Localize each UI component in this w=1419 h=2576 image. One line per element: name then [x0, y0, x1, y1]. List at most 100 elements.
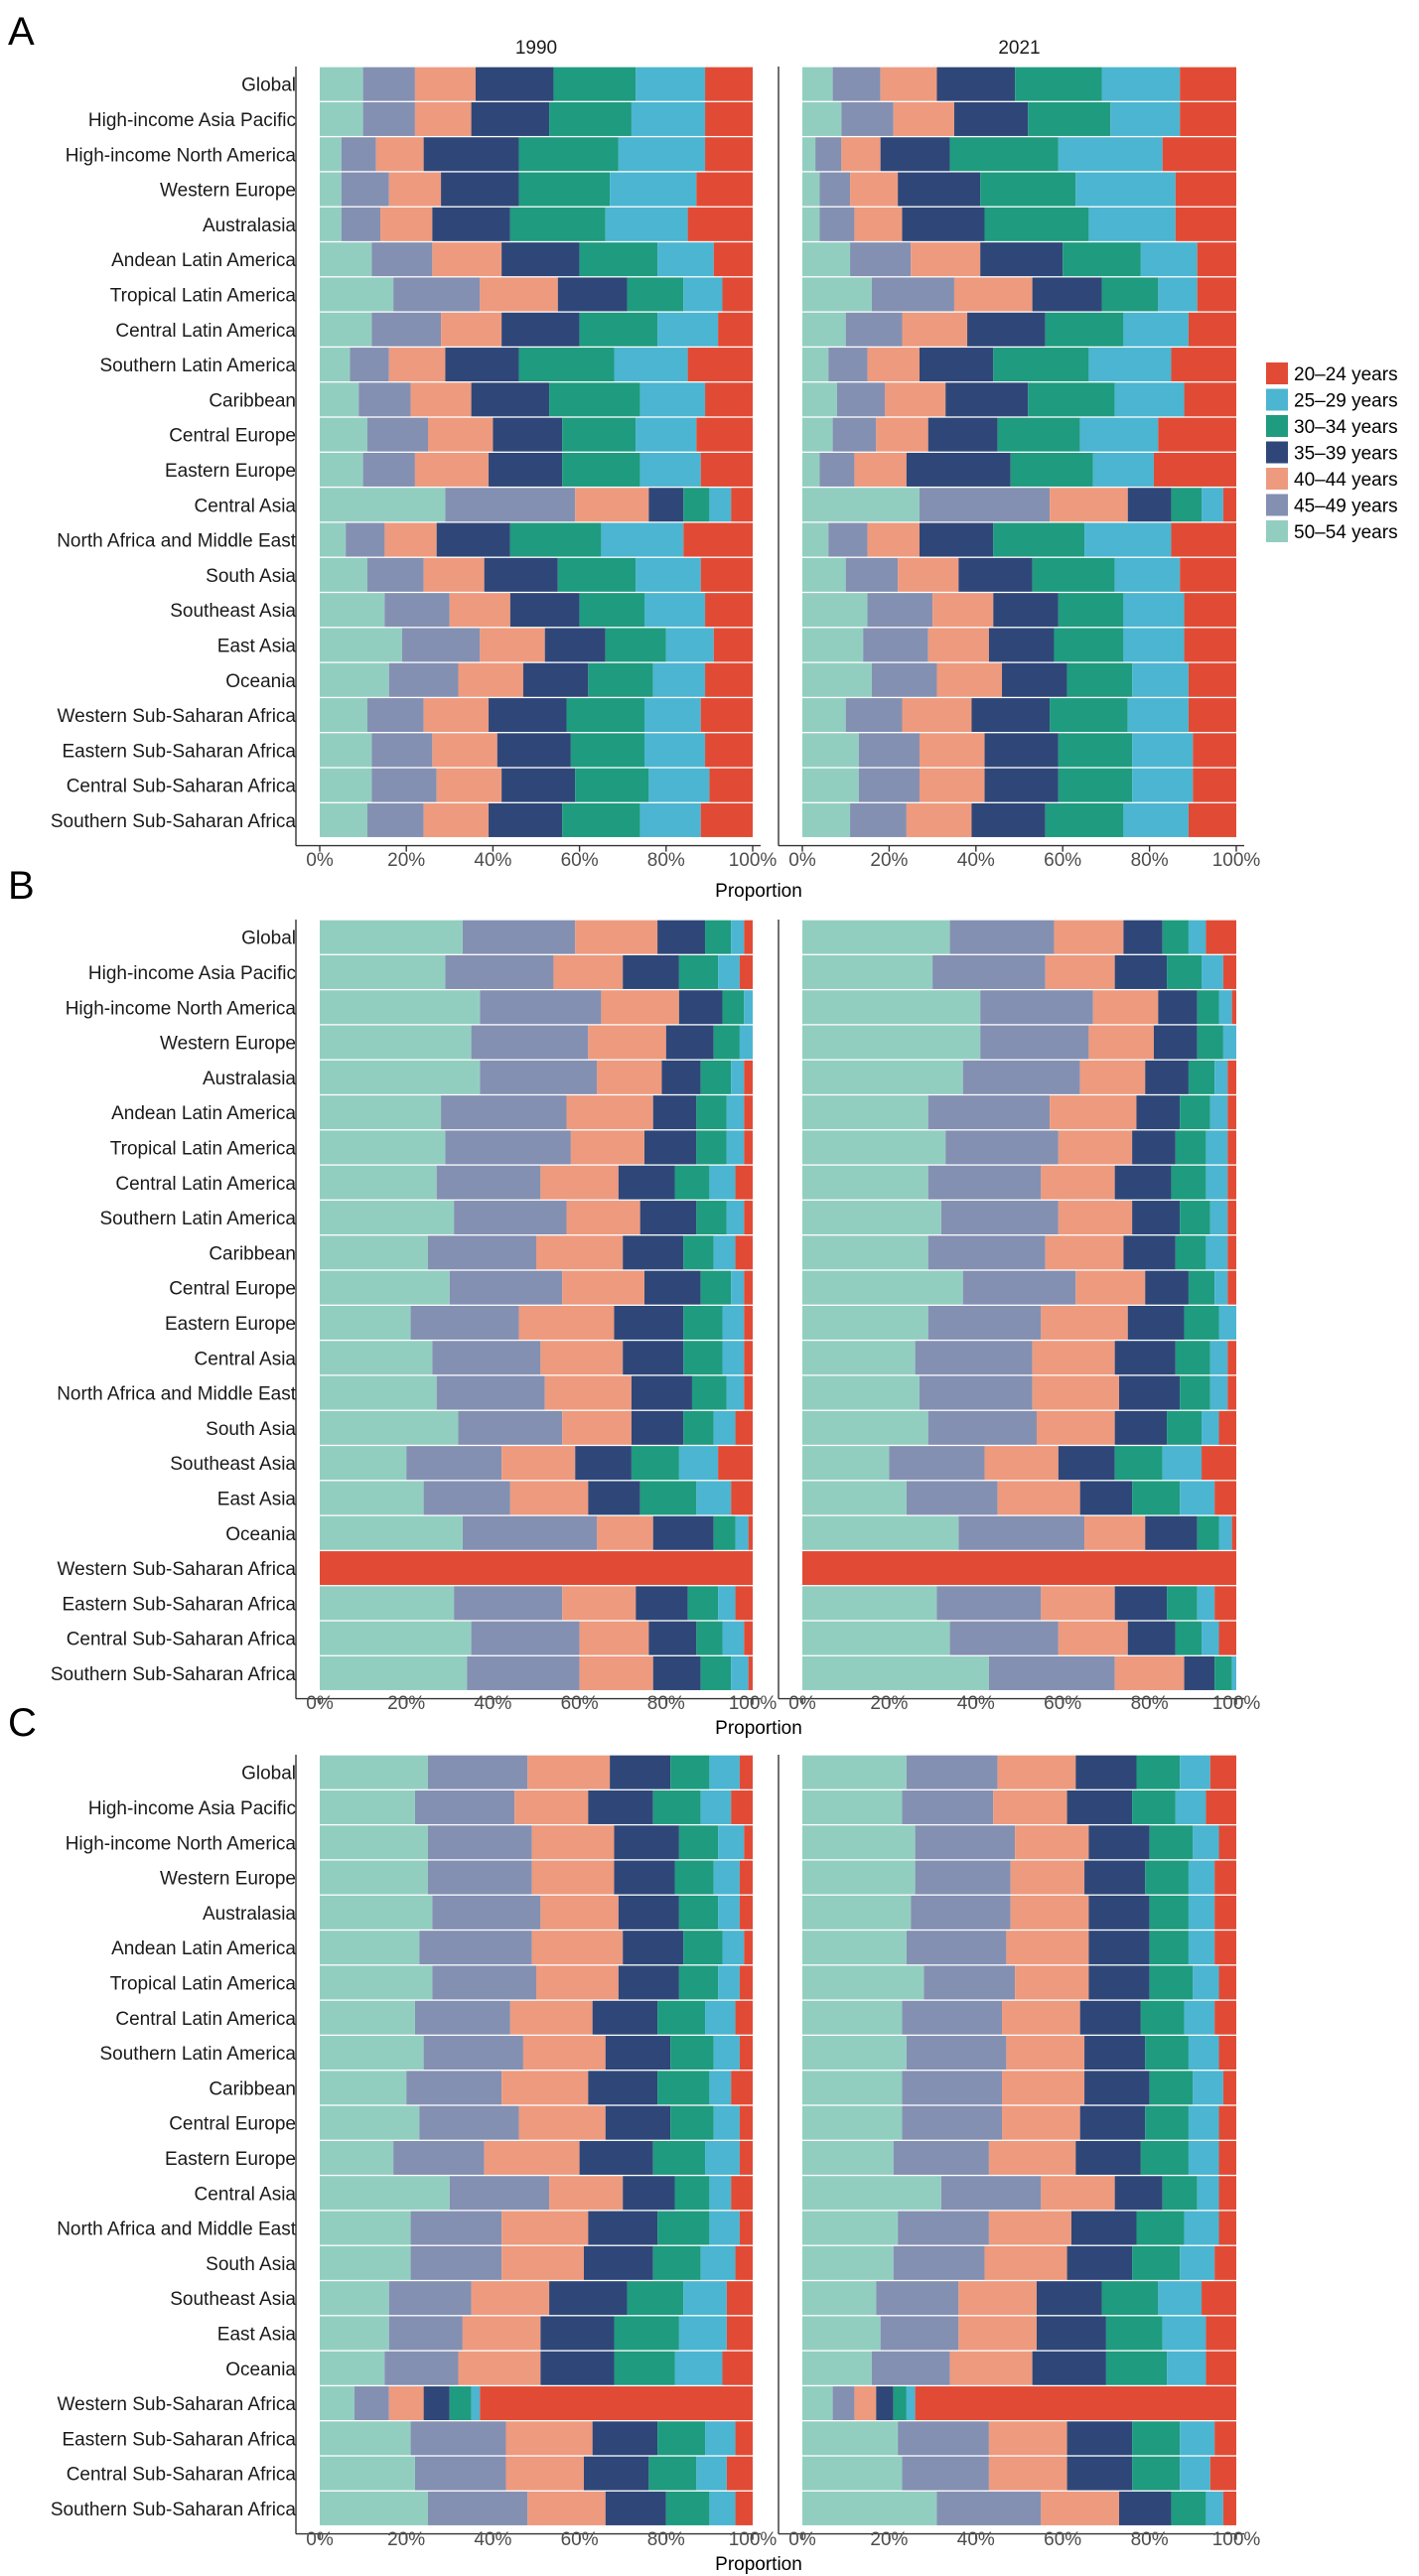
bar-segment [657, 920, 706, 954]
bar-segment [644, 698, 701, 733]
region-label: Central Asia [195, 2184, 297, 2205]
bar-segment [588, 662, 653, 697]
bar-segment [1058, 733, 1133, 768]
bar-segment [744, 1825, 753, 1860]
bar-segment [1227, 1341, 1236, 1375]
bar-segment [953, 101, 1029, 136]
bar-segment [489, 698, 567, 733]
bar-segment [644, 1130, 697, 1165]
bar-segment [610, 172, 697, 207]
bar-segment [562, 452, 640, 487]
bar-segment [320, 1931, 420, 1965]
bar-segment [802, 2105, 903, 2140]
bar-segment [320, 1270, 450, 1305]
bar-segment [696, 1130, 727, 1165]
bar-segment [858, 733, 920, 768]
bar-segment [709, 488, 732, 522]
bar-segment [320, 348, 351, 382]
region-label: Western Sub-Saharan Africa [58, 706, 297, 727]
bar-segment [802, 137, 816, 172]
bar-segment [1136, 1755, 1181, 1789]
bar-segment [320, 1165, 437, 1200]
bar-segment [1180, 67, 1236, 101]
bar-segment [657, 2071, 710, 2105]
bar-segment [802, 954, 933, 989]
bar-segment [713, 1235, 736, 1270]
bar-segment [802, 1201, 941, 1235]
bar-segment [854, 2386, 877, 2421]
bar-segment [320, 2245, 411, 2280]
bar-segment [731, 488, 753, 522]
bar-segment [705, 137, 753, 172]
bar-segment [570, 1130, 644, 1165]
region-label: Tropical Latin America [110, 1138, 297, 1159]
bar-segment [988, 628, 1055, 662]
region-label: Global [241, 75, 296, 96]
bar-segment [902, 312, 968, 347]
bar-segment [902, 698, 972, 733]
bar-segment [927, 1305, 1042, 1340]
bar-segment [553, 954, 624, 989]
bar-segment [696, 1095, 727, 1130]
bar-segment [871, 662, 937, 697]
bar-segment [320, 382, 359, 417]
bar-segment [927, 628, 989, 662]
bar-segment [320, 137, 342, 172]
bar-segment [1175, 1235, 1206, 1270]
bar-segment [705, 662, 753, 697]
facet-title: 1990 [515, 38, 557, 59]
bar-segment [1188, 920, 1206, 954]
bar-segment [893, 2245, 985, 2280]
bar-segment [748, 1655, 753, 1690]
bar-segment [1032, 1341, 1115, 1375]
bar-segment [958, 2281, 1037, 2316]
region-label: Andean Latin America [111, 1938, 296, 1959]
region-label: High-income North America [66, 1833, 297, 1854]
bar-segment [705, 593, 753, 628]
bar-segment [597, 1515, 653, 1550]
region-label: Caribbean [209, 2078, 296, 2099]
bar-segment [1180, 2421, 1215, 2456]
bar-segment [802, 2351, 872, 2385]
bar-segment [802, 1481, 907, 1515]
legend-swatch [1266, 415, 1288, 437]
bar-segment [674, 1860, 714, 1895]
bar-segment [700, 1060, 732, 1094]
bar-segment [518, 1305, 615, 1340]
bar-segment [1175, 207, 1236, 241]
bar-segment [696, 417, 753, 452]
bar-segment [945, 1130, 1059, 1165]
bar-segment [1066, 2245, 1133, 2280]
bar-segment [1063, 242, 1141, 277]
bar-segment [320, 522, 347, 557]
bar-segment [562, 1586, 637, 1621]
bar-segment [1184, 2211, 1219, 2245]
bar-segment [320, 452, 363, 487]
bar-segment [605, 2491, 666, 2525]
bar-segment [802, 662, 872, 697]
bar-segment [731, 1270, 745, 1305]
bar-segment [735, 1586, 753, 1621]
bar-segment [1041, 1586, 1115, 1621]
bar-segment [1002, 2000, 1080, 2035]
bar-segment [713, 1025, 740, 1060]
region-label: North Africa and Middle East [57, 1384, 297, 1405]
bar-segment [1193, 768, 1236, 802]
bar-segment [501, 2245, 584, 2280]
bar-segment [320, 1060, 481, 1094]
bar-segment [1218, 1305, 1236, 1340]
bar-segment [320, 172, 342, 207]
bar-segment [1171, 348, 1236, 382]
bar-segment [471, 382, 550, 417]
bar-segment [509, 1481, 589, 1515]
bar-segment [540, 1895, 619, 1930]
bar-segment [735, 2421, 753, 2456]
bar-segment [1175, 172, 1236, 207]
region-label: High-income Asia Pacific [88, 110, 296, 131]
bar-segment [320, 954, 446, 989]
bar-segment [393, 277, 481, 312]
bar-segment [1227, 1235, 1236, 1270]
bar-segment [1058, 1446, 1115, 1481]
bar-segment [1206, 1235, 1228, 1270]
panel-letter: A [8, 10, 35, 54]
